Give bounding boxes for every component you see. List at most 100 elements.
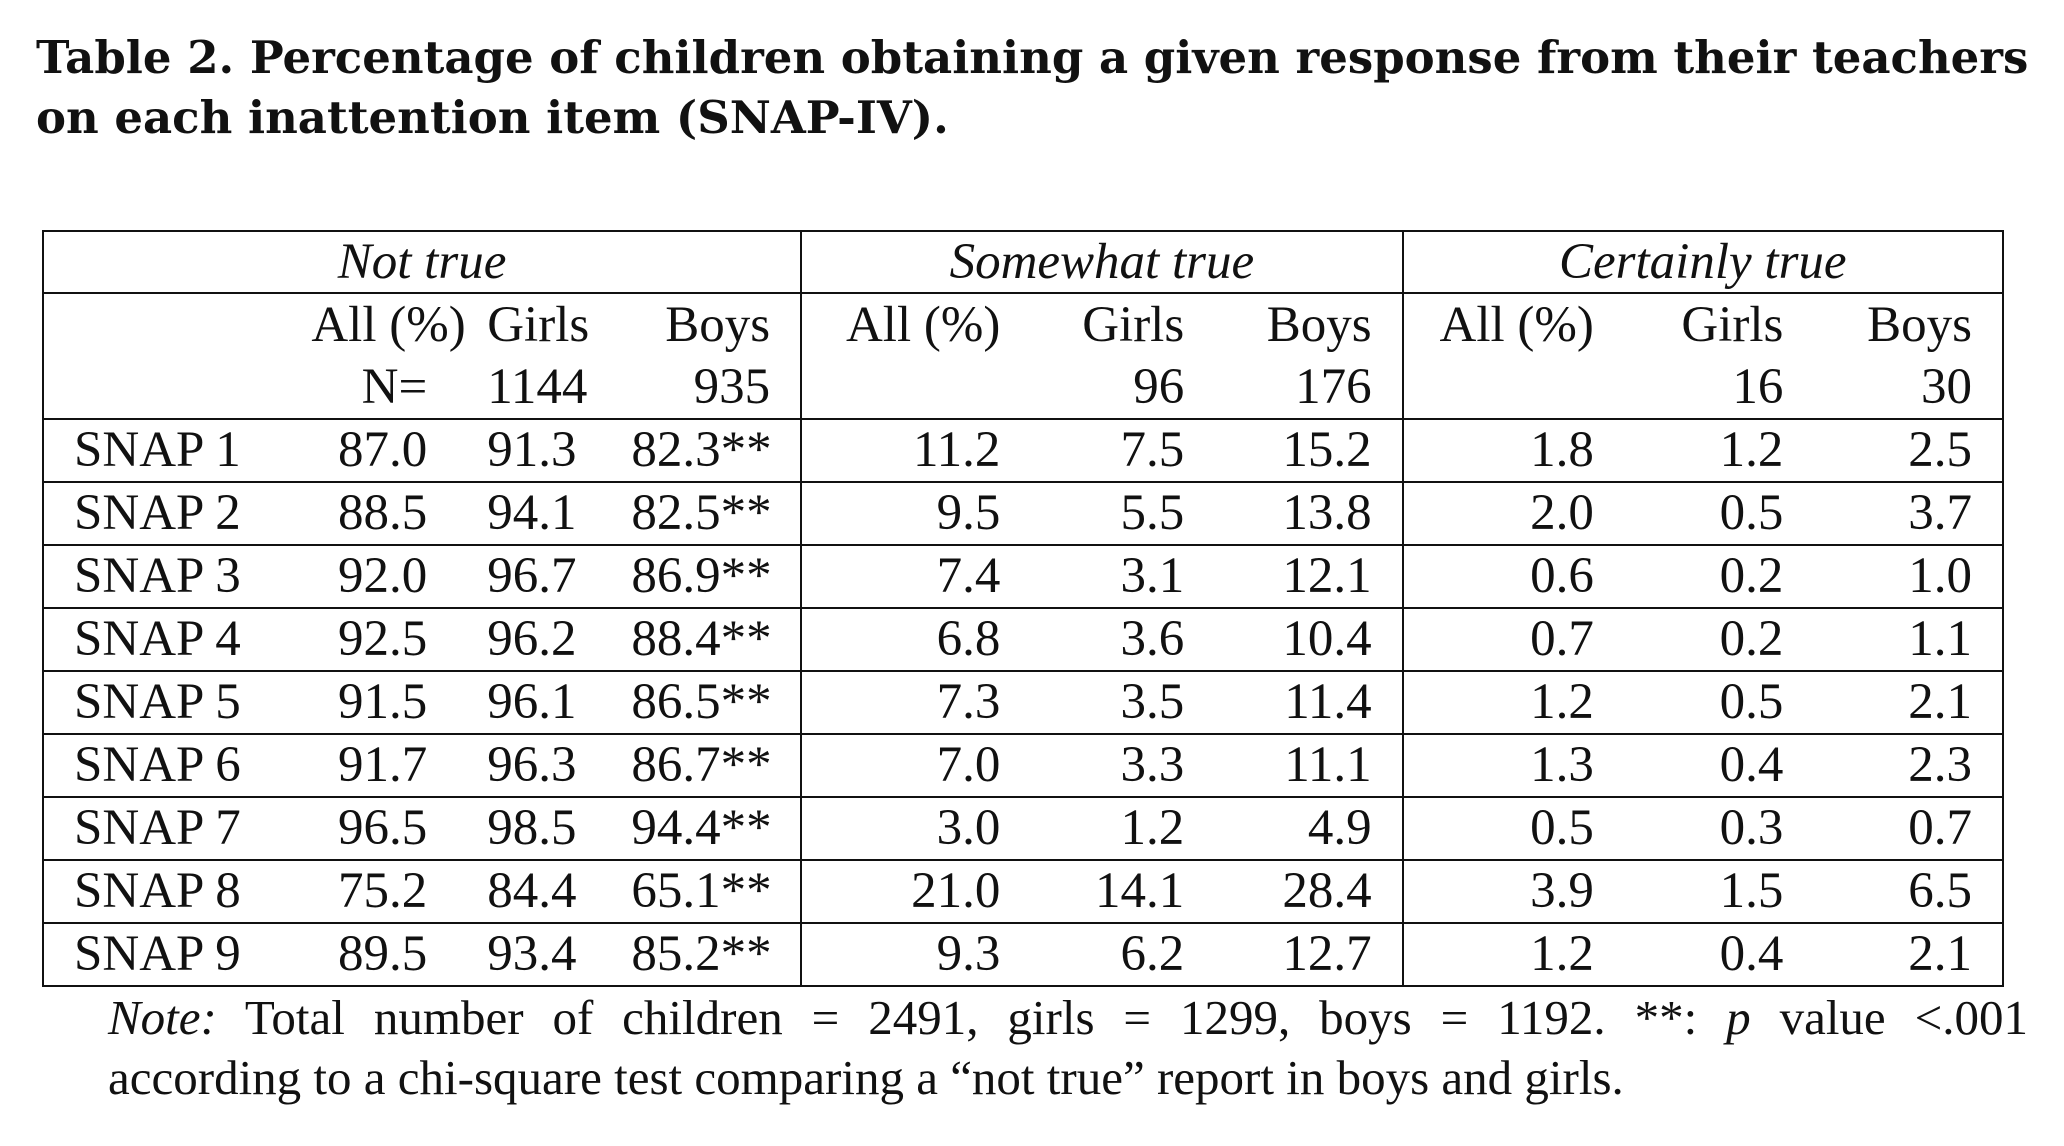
cell-somewhat-boys: 4.9 xyxy=(1214,796,1403,860)
count-somewhat-all xyxy=(800,356,1031,419)
cell-certainly-girls: 1.2 xyxy=(1623,418,1814,482)
cell-certainly-all: 2.0 xyxy=(1401,481,1624,545)
cell-somewhat-boys: 10.4 xyxy=(1214,607,1403,671)
cell-certainly-all: 0.5 xyxy=(1401,796,1624,860)
cell-somewhat-all: 7.0 xyxy=(800,733,1031,797)
group-header-not-true: Not true xyxy=(41,230,802,294)
row-label: SNAP 1 xyxy=(41,418,282,482)
cell-certainly-all: 0.6 xyxy=(1401,544,1624,608)
cell-not-true-girls: 96.7 xyxy=(457,544,602,608)
cell-somewhat-all: 3.0 xyxy=(800,796,1031,860)
cell-certainly-boys: 2.1 xyxy=(1813,922,2004,987)
cell-certainly-boys: 2.5 xyxy=(1813,418,2004,482)
cell-somewhat-all: 7.3 xyxy=(800,670,1031,734)
cell-not-true-boys: 82.3** xyxy=(601,418,802,482)
cell-certainly-girls: 1.5 xyxy=(1623,859,1814,923)
cell-not-true-girls: 98.5 xyxy=(457,796,602,860)
subheader-somewhat-boys: Boys xyxy=(1266,297,1372,353)
caption-line-1: Table 2. Percentage of children obtainin… xyxy=(36,31,2029,84)
table-caption: Table 2. Percentage of children obtainin… xyxy=(36,28,2029,148)
cell-certainly-boys: 1.1 xyxy=(1813,607,2004,671)
subheader-certainly-girls: Girls xyxy=(1681,297,1784,353)
cell-somewhat-girls: 14.1 xyxy=(1030,859,1215,923)
cell-certainly-all: 3.9 xyxy=(1401,859,1624,923)
cell-somewhat-girls: 3.3 xyxy=(1030,733,1215,797)
subheader-blank xyxy=(41,293,282,356)
row-label: SNAP 2 xyxy=(41,481,282,545)
subheader-certainly-boys: Boys xyxy=(1813,293,2004,356)
cell-not-true-all: 91.7 xyxy=(281,733,458,797)
table-row: SNAP 8 75.2 84.4 65.1** 21.0 14.1 28.4 3.9 1.5 6.… xyxy=(41,859,2004,923)
cell-not-true-boys: 86.5** xyxy=(601,670,802,734)
cell-not-true-all: 96.5 xyxy=(281,796,458,860)
cell-somewhat-boys: 13.8 xyxy=(1214,481,1403,545)
subheader-not-true-boys: Boys xyxy=(665,297,771,353)
cell-certainly-girls: 0.4 xyxy=(1623,922,1814,987)
group-header-row: Not true Somewhat true Certainly true xyxy=(41,230,2005,294)
row-label: SNAP 8 xyxy=(41,859,282,923)
cell-certainly-girls: 0.5 xyxy=(1623,670,1814,734)
cell-somewhat-boys: 28.4 xyxy=(1214,859,1403,923)
cell-certainly-all: 1.8 xyxy=(1401,418,1624,482)
cell-not-true-boys: 88.4** xyxy=(601,607,802,671)
cell-not-true-boys: 86.7** xyxy=(601,733,802,797)
cell-not-true-all: 92.0 xyxy=(281,544,458,608)
cell-somewhat-boys: 11.4 xyxy=(1214,670,1403,734)
cell-certainly-girls: 0.4 xyxy=(1623,733,1814,797)
cell-certainly-boys: 3.7 xyxy=(1813,481,2004,545)
row-label: SNAP 7 xyxy=(41,796,282,860)
note-text: Total number of children = 2491, girls =… xyxy=(216,990,1727,1045)
row-label: SNAP 4 xyxy=(41,607,282,671)
count-certainly-boys: 30 xyxy=(1813,356,2004,419)
cell-somewhat-all: 9.5 xyxy=(800,481,1031,545)
table-row: SNAP 4 92.5 96.2 88.4** 6.8 3.6 10.4 0.7 0.2 1.1 xyxy=(41,607,2004,671)
count-somewhat-girls: 96 xyxy=(1133,359,1185,415)
cell-not-true-boys: 94.4** xyxy=(601,796,802,860)
cell-somewhat-girls: 3.1 xyxy=(1030,544,1215,608)
cell-somewhat-girls: 3.5 xyxy=(1030,670,1215,734)
subheader-somewhat-girls: Girls xyxy=(1082,297,1185,353)
cell-not-true-girls: 94.1 xyxy=(457,481,602,545)
group-header-somewhat-true: Somewhat true xyxy=(800,230,1403,294)
cell-not-true-all: 88.5 xyxy=(281,481,458,545)
table-row: SNAP 9 89.5 93.4 85.2** 9.3 6.2 12.7 1.2 0.4 2.1 xyxy=(41,922,2004,987)
note-line-1: Note: Total number of children = 2491, g… xyxy=(108,988,2028,1048)
cell-certainly-all: 1.2 xyxy=(1401,922,1624,987)
note-p-symbol: p xyxy=(1726,990,1751,1045)
subheader-not-true-all: All (%) xyxy=(311,297,466,353)
cell-not-true-girls: 91.3 xyxy=(457,418,602,482)
cell-somewhat-boys: 12.1 xyxy=(1214,544,1403,608)
count-somewhat-boys: 176 xyxy=(1295,359,1372,415)
cell-somewhat-all: 7.4 xyxy=(800,544,1031,608)
cell-not-true-all: 75.2 xyxy=(281,859,458,923)
cell-somewhat-girls: 6.2 xyxy=(1030,922,1215,987)
table-note: Note: Total number of children = 2491, g… xyxy=(108,988,2028,1108)
cell-not-true-boys: 85.2** xyxy=(601,922,802,987)
cell-somewhat-all: 6.8 xyxy=(800,607,1031,671)
row-label: SNAP 3 xyxy=(41,544,282,608)
cell-somewhat-girls: 3.6 xyxy=(1030,607,1215,671)
cell-not-true-boys: 65.1** xyxy=(601,859,802,923)
cell-certainly-girls: 0.2 xyxy=(1623,544,1814,608)
group-header-certainly-true: Certainly true xyxy=(1401,230,2005,294)
cell-not-true-boys: 86.9** xyxy=(601,544,802,608)
subheader-not-true-girls: Girls xyxy=(487,297,590,353)
cell-certainly-boys: 0.7 xyxy=(1813,796,2004,860)
cell-certainly-girls: 0.2 xyxy=(1623,607,1814,671)
cell-certainly-boys: 2.3 xyxy=(1813,733,2004,797)
cell-somewhat-girls: 1.2 xyxy=(1030,796,1215,860)
cell-not-true-girls: 96.2 xyxy=(457,607,602,671)
cell-somewhat-girls: 5.5 xyxy=(1030,481,1215,545)
count-not-true-girls: 1144 xyxy=(487,359,588,415)
row-label: SNAP 6 xyxy=(41,733,282,797)
count-certainly-girls: 16 xyxy=(1732,359,1784,415)
table-row: SNAP 6 91.7 96.3 86.7** 7.0 3.3 11.1 1.3 0.4 2.3 xyxy=(41,733,2004,797)
caption-line-2: on each inattention item (SNAP-IV). xyxy=(36,91,949,144)
cell-certainly-girls: 0.3 xyxy=(1623,796,1814,860)
cell-certainly-boys: 1.0 xyxy=(1813,544,2004,608)
cell-somewhat-boys: 11.1 xyxy=(1214,733,1403,797)
cell-not-true-boys: 82.5** xyxy=(601,481,802,545)
cell-not-true-all: 89.5 xyxy=(281,922,458,987)
cell-not-true-girls: 93.4 xyxy=(457,922,602,987)
cell-certainly-all: 1.3 xyxy=(1401,733,1624,797)
